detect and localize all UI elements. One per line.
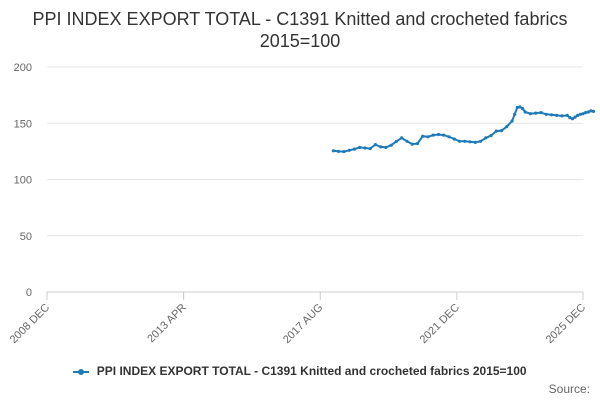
x-tick-label: 2017 AUG xyxy=(281,302,325,346)
y-tick-label: 100 xyxy=(14,175,32,187)
data-point[interactable] xyxy=(347,148,351,152)
data-point[interactable] xyxy=(494,129,498,133)
data-point[interactable] xyxy=(400,136,404,140)
data-point[interactable] xyxy=(463,139,467,143)
data-point[interactable] xyxy=(436,132,441,137)
axes: 0 50 100 150 200 2008 DEC 2013 APR 2017 AUG 2021… xyxy=(8,62,588,346)
data-point[interactable] xyxy=(513,112,517,116)
x-tick-label: 2021 DEC xyxy=(418,302,462,346)
data-point[interactable] xyxy=(331,149,335,153)
data-point[interactable] xyxy=(549,113,554,117)
data-point[interactable] xyxy=(352,147,356,151)
data-point[interactable] xyxy=(431,133,435,137)
data-point[interactable] xyxy=(473,140,477,144)
data-point[interactable] xyxy=(484,136,488,140)
legend-marker-icon xyxy=(73,368,90,375)
x-tick-label: 2013 APR xyxy=(145,302,189,346)
source-label: Source: xyxy=(548,382,590,396)
y-tick-label: 0 xyxy=(26,287,32,299)
data-point[interactable] xyxy=(337,149,341,153)
data-point[interactable] xyxy=(457,139,462,143)
data-point[interactable] xyxy=(573,115,577,119)
data-point[interactable] xyxy=(452,137,456,141)
data-point[interactable] xyxy=(426,135,430,139)
data-point[interactable] xyxy=(584,111,588,115)
data-point[interactable] xyxy=(358,145,362,149)
data-point[interactable] xyxy=(555,113,559,117)
legend[interactable]: PPI INDEX EXPORT TOTAL - C1391 Knitted a… xyxy=(0,364,600,378)
data-point[interactable] xyxy=(394,139,399,143)
data-point[interactable] xyxy=(384,145,388,149)
data-point[interactable] xyxy=(528,112,533,116)
data-point[interactable] xyxy=(499,129,504,133)
data-point[interactable] xyxy=(505,125,509,129)
data-point[interactable] xyxy=(591,109,596,113)
data-point[interactable] xyxy=(515,105,519,110)
data-point[interactable] xyxy=(379,145,383,149)
data-point[interactable] xyxy=(405,139,409,143)
data-point[interactable] xyxy=(581,112,585,116)
data-point[interactable] xyxy=(570,117,575,121)
data-point[interactable] xyxy=(589,109,593,113)
data-point[interactable] xyxy=(478,139,483,143)
data-point[interactable] xyxy=(544,112,548,116)
x-tick-label: 2008 DEC xyxy=(8,302,52,346)
data-point[interactable] xyxy=(523,110,527,114)
data-point[interactable] xyxy=(442,133,446,137)
data-point[interactable] xyxy=(568,116,572,120)
data-point[interactable] xyxy=(539,111,543,115)
data-point[interactable] xyxy=(421,134,425,138)
data-point[interactable] xyxy=(521,107,525,111)
data-point[interactable] xyxy=(415,141,420,146)
data-point[interactable] xyxy=(518,105,522,109)
data-point[interactable] xyxy=(410,142,414,146)
data-point[interactable] xyxy=(489,134,493,138)
y-tick-label: 200 xyxy=(14,62,32,74)
data-point[interactable] xyxy=(576,113,580,117)
data-point[interactable] xyxy=(565,113,569,117)
series-layer xyxy=(331,105,596,154)
chart-title: PPI INDEX EXPORT TOTAL - C1391 Knitted a… xyxy=(32,9,568,51)
data-point[interactable] xyxy=(534,111,538,115)
x-tick-label: 2025 DEC xyxy=(544,302,588,346)
legend-label: PPI INDEX EXPORT TOTAL - C1391 Knitted a… xyxy=(96,364,527,378)
data-point[interactable] xyxy=(560,114,564,118)
y-tick-label: 50 xyxy=(20,231,32,243)
data-point[interactable] xyxy=(586,110,590,114)
data-point[interactable] xyxy=(578,112,583,116)
data-point[interactable] xyxy=(368,147,372,151)
data-point[interactable] xyxy=(447,135,451,139)
y-tick-label: 150 xyxy=(14,118,32,130)
data-point[interactable] xyxy=(468,140,472,144)
series-line[interactable] xyxy=(333,105,594,153)
data-point[interactable] xyxy=(342,150,346,154)
data-point[interactable] xyxy=(510,119,514,123)
data-point[interactable] xyxy=(389,143,393,147)
data-point[interactable] xyxy=(373,143,377,147)
data-point[interactable] xyxy=(363,146,367,150)
grid-lines xyxy=(47,66,583,293)
